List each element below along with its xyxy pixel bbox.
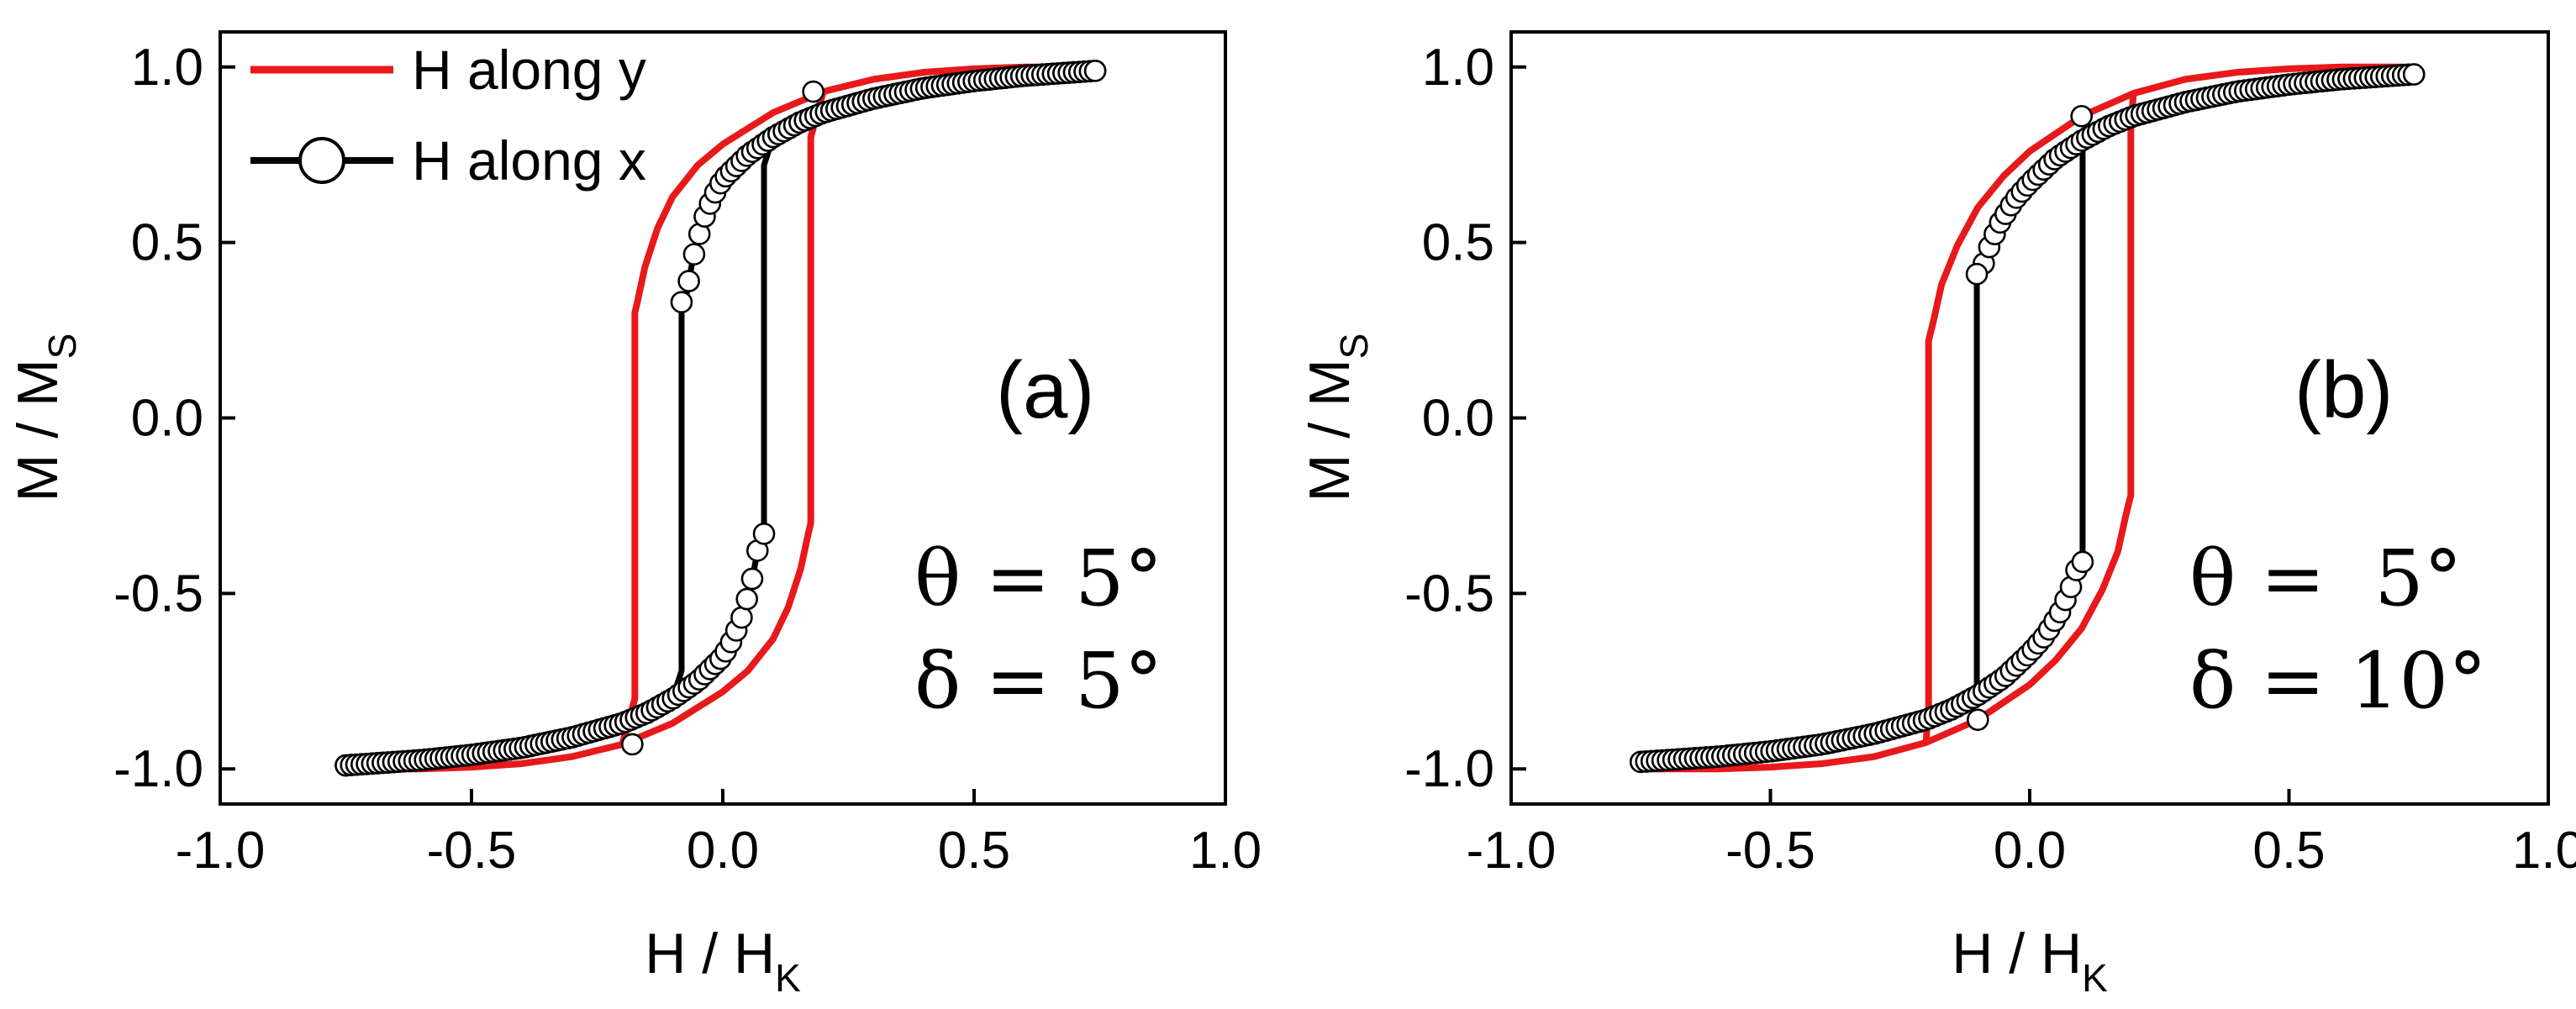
legend-marker-x: [298, 137, 345, 184]
legend: H along y H along x: [250, 39, 646, 192]
panel-b-xtick-label: 0.0: [1994, 822, 2066, 880]
panel-b-data-point: [2070, 104, 2093, 128]
panel-a: -1.0 -0.5 0.0 0.5 1.0 -1.0 -0.5 0.0 0.5 1.0 M / M…: [6, 30, 1262, 1000]
panel-b-ytick-label: 0.5: [1422, 214, 1494, 272]
panel-a-data-point: [802, 80, 824, 103]
panel-b-ytick-label: 1.0: [1422, 39, 1494, 97]
panel-b-ytick-label: -1.0: [1404, 740, 1494, 798]
panel-b-ylabel: M / MS: [1298, 334, 1376, 502]
panel-a-data-point: [740, 567, 764, 591]
panel-a-label: (a): [996, 345, 1094, 435]
panel-a-xtick-label: 1.0: [1189, 822, 1262, 880]
panel-a-data-point: [752, 523, 776, 545]
panel-b-xtick-label: -0.5: [1725, 822, 1815, 880]
panel-a-data-point: [621, 733, 644, 756]
panel-b-ticks: -1.0 -0.5 0.0 0.5 1.0 -1.0 -0.5 0.0 0.5 1.0: [1404, 39, 2576, 880]
panel-a-ticks: -1.0 -0.5 0.0 0.5 1.0 -1.0 -0.5 0.0 0.5 1.0: [113, 39, 1262, 880]
panel-a-ytick-label: 0.0: [131, 390, 203, 448]
panel-a-data-point: [677, 270, 700, 292]
legend-label-y: H along y: [412, 39, 646, 101]
panel-a-plot-area: [335, 60, 1107, 777]
panel-a-xlabel: H / HK: [645, 922, 801, 1000]
panel-a-data-point: [735, 587, 759, 611]
panel-b-plot-area: [1629, 63, 2426, 774]
panel-b-theta-annotation: θ = 5°: [2189, 533, 2463, 623]
panel-a-delta-annotation: δ = 5°: [914, 636, 1163, 726]
panel-b-data-point: [2402, 63, 2426, 86]
panel-b-ytick-label: 0.0: [1422, 390, 1494, 448]
panel-b: -1.0 -0.5 0.0 0.5 1.0 -1.0 -0.5 0.0 0.5 1.0 M / M…: [1298, 30, 2576, 1000]
panel-a-ytick-label: 0.5: [131, 214, 203, 272]
panel-a-data-point: [670, 291, 693, 313]
panel-a-data-point: [1083, 60, 1107, 82]
panel-a-ytick-label: 1.0: [131, 39, 203, 97]
panel-b-xlabel: H / HK: [1952, 922, 2108, 1000]
panel-b-label: (b): [2294, 345, 2393, 435]
panel-b-xtick-label: 1.0: [2512, 822, 2576, 880]
panel-a-xtick-label: 0.5: [938, 822, 1010, 880]
panel-b-data-point: [2071, 550, 2094, 574]
panel-b-ytick-label: -0.5: [1404, 565, 1494, 623]
legend-label-x: H along x: [412, 129, 646, 192]
panel-a-ytick-label: -1.0: [113, 740, 203, 798]
panel-a-ylabel: M / MS: [6, 334, 84, 502]
panel-b-data-point: [1967, 708, 1989, 732]
panel-a-xtick-label: 0.0: [687, 822, 759, 880]
panel-a-data-point: [682, 243, 706, 265]
panel-b-xtick-label: 0.5: [2252, 822, 2325, 880]
panel-a-theta-annotation: θ = 5°: [914, 533, 1163, 623]
panel-a-xtick-label: -0.5: [427, 822, 517, 880]
panel-a-ytick-label: -0.5: [113, 565, 203, 623]
panel-b-xtick-label: -1.0: [1467, 822, 1557, 880]
panel-b-data-point: [1965, 262, 1989, 286]
panel-b-delta-annotation: δ = 10°: [2189, 636, 2487, 726]
panel-a-data-point: [730, 606, 753, 629]
panel-a-xtick-label: -1.0: [176, 822, 266, 880]
